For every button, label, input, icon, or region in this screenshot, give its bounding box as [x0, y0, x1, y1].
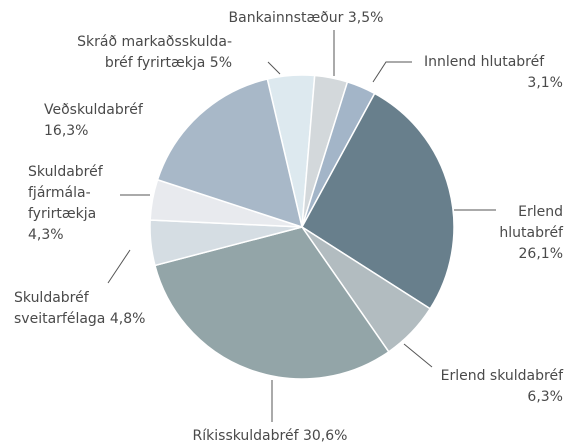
- value-label: 3,1%: [527, 75, 563, 91]
- category-label: Veðskuldabréf: [44, 102, 144, 118]
- slice-label: sveitarfélaga 4,8%: [14, 311, 145, 327]
- value-label: 6,3%: [527, 389, 563, 405]
- slice-label: Erlend skuldabréf: [441, 368, 564, 384]
- category-label: sveitarfélaga: [14, 311, 105, 327]
- category-label: fjármála-: [28, 185, 91, 201]
- pie-slice: [301, 92, 455, 310]
- category-label: Bankainnstæður: [229, 10, 344, 26]
- value-label: 4,3%: [28, 227, 64, 243]
- value-label: 16,3%: [44, 123, 88, 139]
- value-label: 5%: [210, 55, 232, 71]
- slice-label: Veðskuldabréf: [44, 102, 144, 118]
- category-label: bréf fyrirtækja: [105, 55, 206, 71]
- slice-label: 3,1%: [527, 75, 563, 91]
- leader-line: [403, 343, 433, 368]
- category-label: Erlend skuldabréf: [441, 368, 564, 384]
- category-label: hlutabréf: [499, 225, 564, 241]
- category-label: fyrirtækja: [28, 206, 96, 222]
- slice-label: bréf fyrirtækja 5%: [105, 55, 232, 71]
- leader-line: [267, 61, 281, 75]
- slice-label: Bankainnstæður 3,5%: [229, 10, 384, 26]
- slice-label: 16,3%: [44, 123, 88, 139]
- slice-label: Erlend: [518, 204, 563, 220]
- category-label: Erlend: [518, 204, 563, 220]
- pie-slice: [154, 226, 390, 380]
- slice-label: 26,1%: [519, 246, 563, 262]
- value-label: 3,5%: [348, 10, 384, 26]
- slice-label: Innlend hlutabréf: [424, 54, 545, 70]
- leader-line: [107, 249, 131, 284]
- leader-line: [372, 61, 412, 83]
- slice-label: fyrirtækja: [28, 206, 96, 222]
- value-label: 30,6%: [303, 428, 347, 444]
- pie-slice: [156, 78, 304, 229]
- slice-label: 6,3%: [527, 389, 563, 405]
- category-label: Innlend hlutabréf: [424, 54, 545, 70]
- category-label: Skuldabréf: [28, 164, 104, 180]
- value-label: 4,8%: [110, 311, 146, 327]
- value-label: 26,1%: [519, 246, 563, 262]
- slice-label: fjármála-: [28, 185, 91, 201]
- slice-label: Skráð markaðsskulda-: [77, 34, 232, 50]
- slice-label: 4,3%: [28, 227, 64, 243]
- category-label: Skráð markaðsskulda-: [77, 34, 232, 50]
- slice-label: hlutabréf: [499, 225, 564, 241]
- slice-label: Skuldabréf: [28, 164, 104, 180]
- category-label: Skuldabréf: [14, 290, 90, 306]
- slice-label: Skuldabréf: [14, 290, 90, 306]
- slice-label: Ríkisskuldabréf 30,6%: [193, 428, 348, 444]
- category-label: Ríkisskuldabréf: [193, 428, 300, 444]
